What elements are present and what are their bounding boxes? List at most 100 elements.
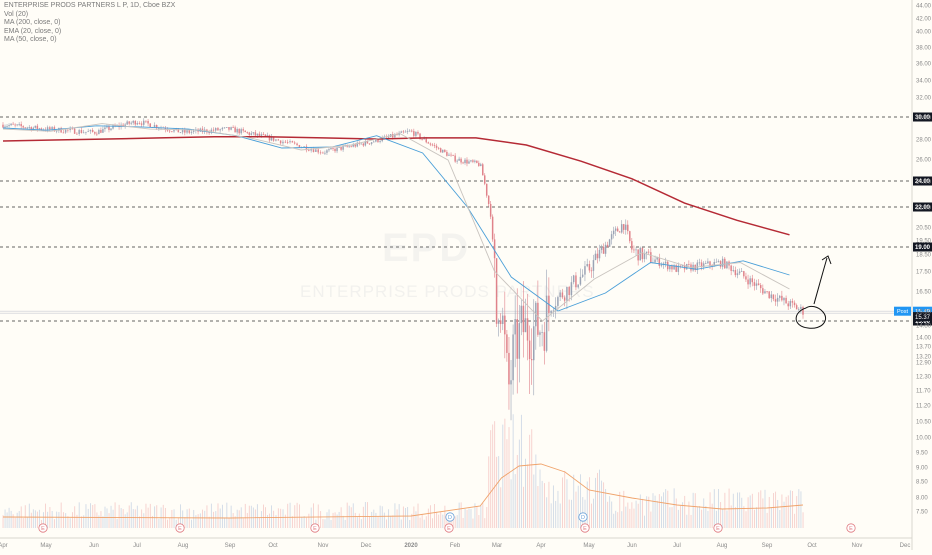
earnings-marker-icon[interactable]	[38, 523, 48, 533]
volume-bar	[213, 511, 215, 528]
dividend-marker-icon[interactable]	[578, 512, 588, 522]
candle-body	[264, 134, 267, 137]
annotation-arrow-shaft[interactable]	[813, 257, 828, 305]
candle-body	[520, 305, 523, 324]
volume-bar	[186, 509, 188, 528]
volume-bar	[206, 505, 208, 528]
candle-body	[298, 145, 301, 148]
legend-ma200[interactable]: MA (200, close, 0)	[4, 19, 61, 26]
volume-bar	[573, 474, 575, 528]
candle-body	[472, 160, 474, 162]
volume-bar	[745, 511, 747, 528]
candle-body	[433, 145, 436, 146]
earnings-marker-icon[interactable]	[580, 523, 590, 533]
volume-bar	[520, 414, 522, 528]
x-tick-label: Feb	[450, 543, 461, 549]
candle-body	[645, 251, 648, 254]
volume-bar	[648, 496, 650, 528]
candle-body	[38, 128, 41, 130]
earnings-marker-label: E	[716, 526, 720, 532]
candle-body	[545, 295, 548, 351]
ema20-line[interactable]	[2, 123, 790, 322]
volume-bar	[340, 507, 342, 528]
earnings-marker-icon[interactable]	[310, 523, 320, 533]
dividend-marker-icon[interactable]	[445, 512, 455, 522]
candle-body	[768, 291, 770, 299]
legend-vol[interactable]: Vol (20)	[4, 10, 29, 18]
candle-body	[610, 234, 613, 240]
volume-bar	[254, 509, 256, 528]
volume-bar	[770, 507, 772, 528]
candle-body	[425, 138, 427, 143]
legend-ema20[interactable]: EMA (20, close, 0)	[4, 27, 62, 35]
candle-body	[46, 127, 49, 131]
candle-body	[566, 286, 568, 301]
candle-body	[738, 271, 741, 274]
volume-bar	[215, 511, 217, 528]
candle-body	[497, 320, 500, 324]
candle-body	[326, 150, 328, 153]
volume-bar	[766, 512, 768, 528]
candle-body	[116, 125, 118, 127]
volume-bar	[705, 506, 707, 528]
volume-bar	[597, 472, 598, 528]
candle-body	[338, 146, 340, 148]
volume-bar	[454, 516, 456, 528]
candle-body	[798, 308, 800, 310]
volume-bar	[14, 517, 16, 528]
volume-bar	[388, 509, 390, 528]
candle-body	[730, 265, 732, 271]
y-tick-label: 16.50	[916, 290, 932, 296]
ma200-line[interactable]	[2, 136, 790, 236]
earnings-marker-icon[interactable]	[713, 523, 723, 533]
legend-symbol[interactable]: ENTERPRISE PRODS PARTNERS L P, 1D, Cboe …	[4, 2, 176, 9]
candle-body	[124, 124, 126, 127]
volume-bar	[405, 508, 406, 528]
candle-body	[53, 127, 56, 132]
candle-body	[330, 147, 332, 150]
ma50-line[interactable]	[2, 125, 790, 312]
earnings-marker-icon[interactable]	[444, 523, 454, 533]
volume-bar	[193, 509, 195, 528]
volume-bar	[2, 515, 4, 528]
volume-bar	[512, 414, 514, 528]
candle-body	[155, 125, 158, 129]
volume-bar	[390, 515, 392, 528]
annotation-circle[interactable]	[795, 305, 827, 329]
candle-body	[96, 133, 98, 135]
volume-bar	[356, 516, 358, 528]
candle-body	[279, 140, 282, 144]
candle-body	[219, 129, 221, 131]
candle-body	[2, 124, 4, 128]
y-tick-label: 32.00	[916, 96, 932, 102]
volume-bar	[67, 516, 69, 528]
candle-body	[158, 128, 160, 129]
candle-body	[590, 270, 593, 272]
legend-ma50[interactable]: MA (50, close, 0)	[4, 36, 57, 43]
volume-bar	[204, 510, 206, 528]
candle-body	[268, 135, 271, 141]
volume-bar	[346, 502, 348, 528]
candle-body	[342, 146, 344, 150]
volume-bar	[236, 509, 238, 528]
candle-body	[446, 151, 448, 156]
volume-bar	[671, 507, 673, 528]
candle-body	[762, 288, 764, 294]
volume-bar	[802, 512, 804, 528]
y-tick-label: 14.00	[916, 336, 932, 342]
earnings-marker-icon[interactable]	[846, 523, 856, 533]
volume-bar	[423, 519, 425, 528]
volume-bar	[575, 491, 577, 528]
level-label: 22.00	[915, 205, 931, 211]
earnings-marker-icon[interactable]	[175, 523, 185, 533]
annotation-arrow-head[interactable]	[821, 255, 832, 265]
volume-bar	[627, 502, 629, 528]
volume-bar	[116, 518, 118, 528]
candle-body	[12, 123, 14, 125]
candle-body	[223, 127, 226, 129]
watermark-ticker: EPD	[382, 226, 471, 270]
volume-bar	[291, 516, 293, 528]
volume-bar	[232, 513, 234, 528]
